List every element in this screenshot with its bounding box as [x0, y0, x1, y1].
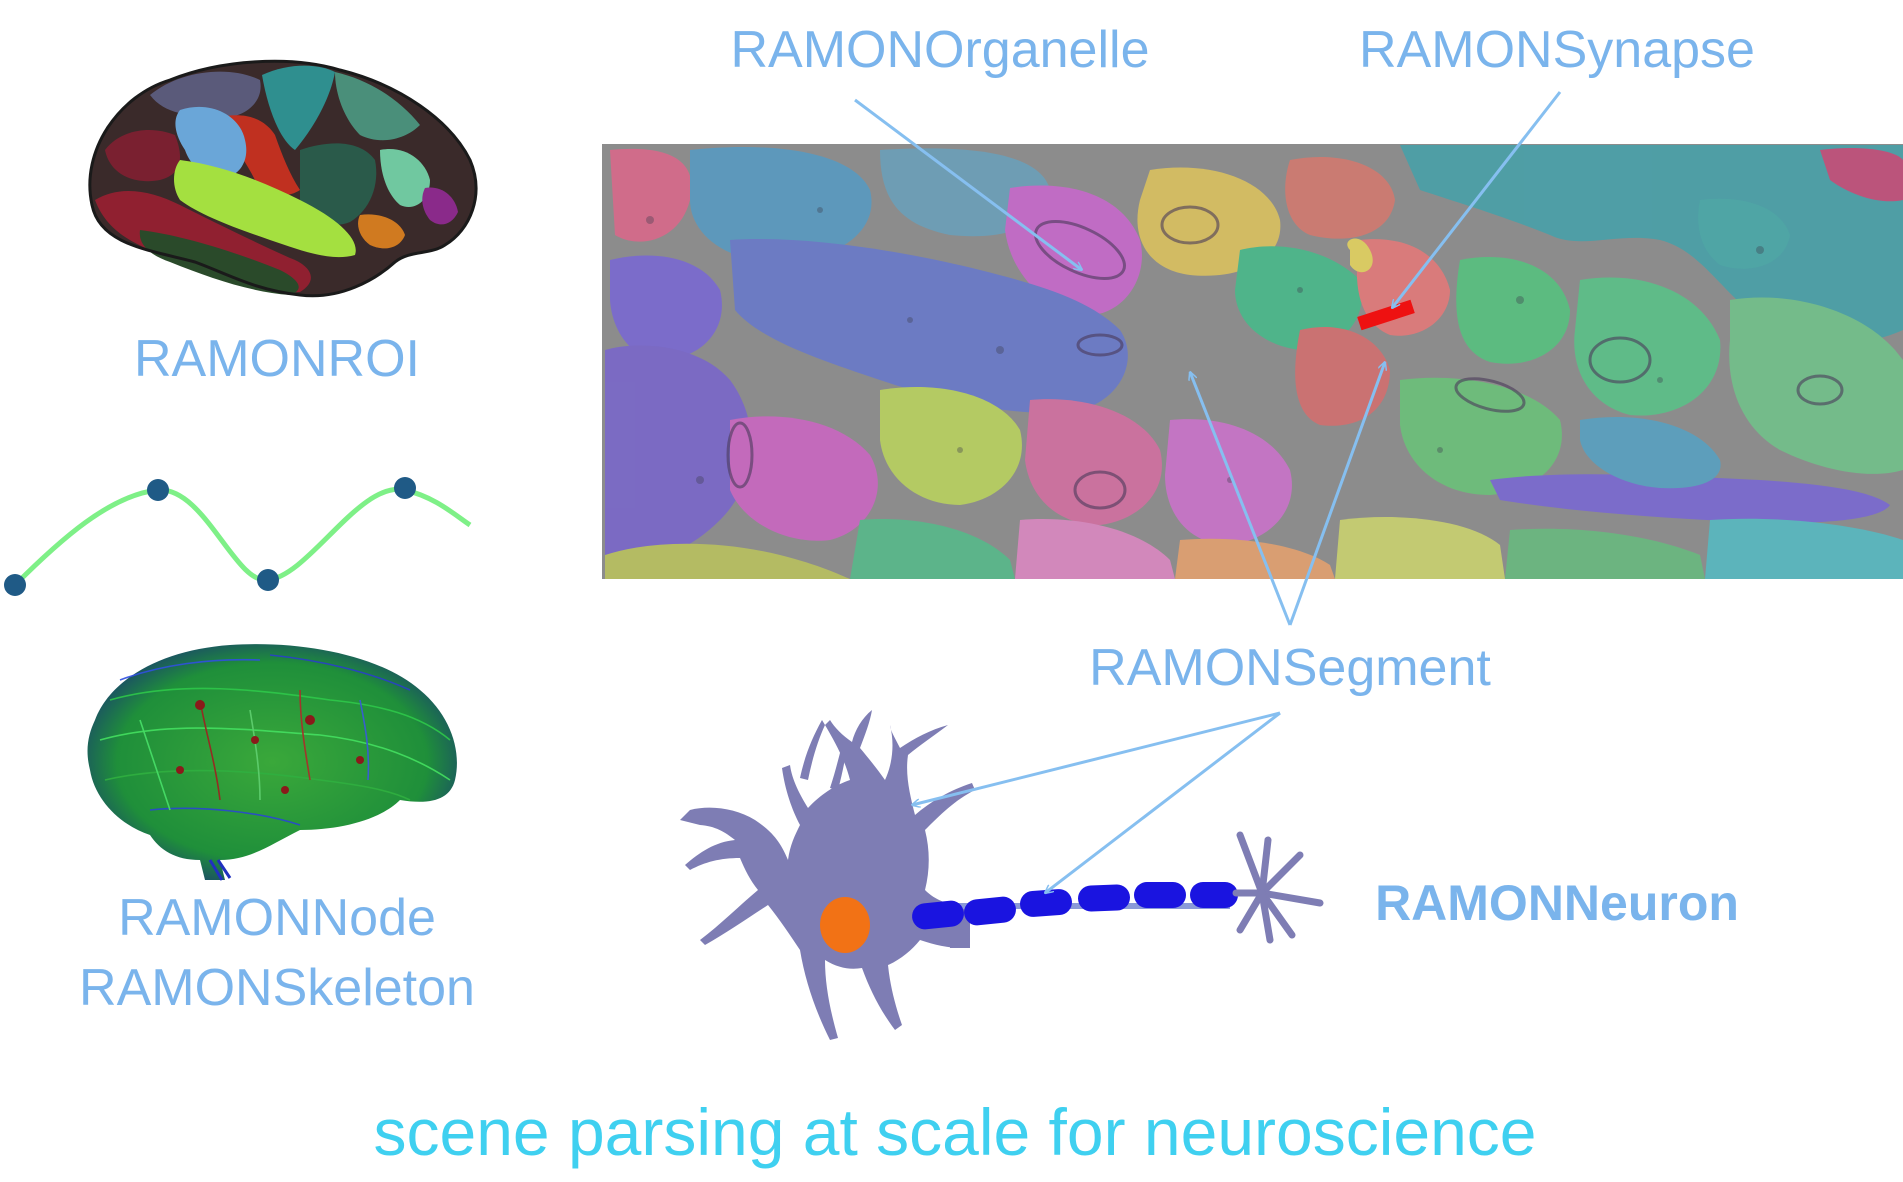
arrow-segment-to-axon [1045, 711, 1281, 893]
brain-parcellation-icon [88, 59, 478, 298]
neuron-nucleus [820, 897, 870, 953]
label-ramonroi: RAMONROI [134, 330, 420, 388]
em-segmentation-image [602, 144, 1903, 579]
label-ramonskeleton: RAMONSkeleton [79, 959, 475, 1017]
arrow-segment-to-dendrite [912, 711, 1281, 805]
label-ramonneuron: RAMONNeuron [1375, 875, 1739, 931]
neuron-icon [680, 710, 1324, 1040]
arrow-segment-to-em-right [1288, 362, 1385, 626]
axon-terminal [1232, 831, 1324, 944]
label-ramonorganelle: RAMONOrganelle [730, 21, 1149, 79]
skeleton-node-dot [257, 569, 279, 591]
skeleton-node-dot [147, 479, 169, 501]
label-ramonsynapse: RAMONSynapse [1359, 21, 1755, 79]
arrow-organelle [854, 98, 1082, 270]
skeleton-node-dot [394, 477, 416, 499]
caption: scene parsing at scale for neuroscience [374, 1095, 1537, 1169]
arrow-synapse [1392, 91, 1562, 308]
label-ramonsegment: RAMONSegment [1089, 639, 1491, 697]
arrow-segment-to-em-left [1190, 372, 1292, 626]
skeleton-curve-icon [4, 477, 472, 596]
axon-myelin [912, 882, 1238, 930]
skeleton-node-dot [4, 574, 26, 596]
label-ramonnode: RAMONNode [118, 889, 436, 947]
annotation-arrows [854, 91, 1562, 893]
tractography-brain-icon [87, 644, 457, 881]
